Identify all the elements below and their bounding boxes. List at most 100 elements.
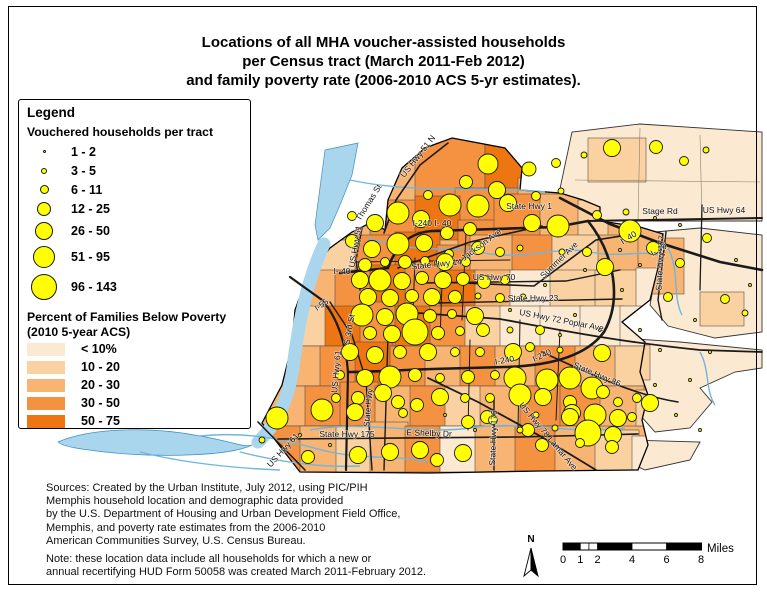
legend-size-label: 12 - 25 [71,202,110,216]
voucher-circle [653,383,657,387]
voucher-circle [301,450,315,464]
voucher-circle [331,393,341,403]
census-tract [539,305,585,347]
voucher-circle [485,393,495,403]
voucher-circle [748,283,752,287]
voucher-circle [411,441,429,459]
voucher-circle [328,443,332,447]
source-line: Memphis household location and demograph… [46,495,344,508]
road-label: State Hwy 176 [487,410,499,466]
voucher-circle [374,384,392,402]
legend-title: Legend [27,105,76,120]
voucher-circle [393,272,411,290]
voucher-circle [423,309,437,323]
voucher-circle [720,294,730,304]
road-label: State Hwy 1 [506,201,552,211]
census-tract [549,269,599,309]
voucher-circle [583,268,587,272]
voucher-circle [516,426,524,434]
voucher-circle [543,283,547,287]
voucher-circle [341,343,359,361]
voucher-circles [258,139,752,467]
legend-poverty-title-line1: Percent of Families Below Poverty [27,310,227,324]
voucher-circle [658,348,662,352]
voucher-circle [461,370,475,384]
voucher-circle [423,288,441,306]
scale-tick-label: 2 [594,554,600,566]
source-line: Memphis, and poverty rate estimates from… [46,521,326,534]
poverty-color-swatch [27,342,65,356]
voucher-circle [580,151,588,159]
north-arrow-label: N [527,534,534,545]
road-label: State Hwy [361,387,374,427]
road-label: US Hwy 61 [329,350,343,393]
voucher-circle [627,412,637,422]
city-boundary [261,137,664,474]
voucher-circle [412,210,430,228]
poverty-color-swatch [27,414,65,428]
voucher-circle [459,175,473,189]
voucher-circle [408,368,422,382]
legend-size-label: 3 - 5 [71,163,97,178]
legend-size-label: 1 - 2 [71,144,97,159]
voucher-circle [455,326,465,336]
voucher-circle [532,411,540,419]
voucher-circle [265,406,289,430]
source-line: by the U.S. Department of Housing and Ur… [46,508,401,521]
voucher-circle [258,436,266,444]
map-title: Locations of all MHA voucher-assisted ho… [30,33,737,90]
voucher-circle [358,258,372,272]
voucher-circle [618,219,642,243]
voucher-circle [349,446,367,464]
legend-size-label: 6 - 11 [71,182,103,197]
voucher-circle [438,193,462,217]
voucher-circle-symbol [27,150,61,153]
voucher-circle [561,408,579,426]
voucher-circle [596,258,614,276]
voucher-circle [415,234,433,252]
voucher-circle [551,424,559,432]
voucher-circle [663,292,673,302]
voucher-circle [516,244,524,252]
voucher-circle [398,255,412,269]
voucher-circle [431,388,449,406]
voucher-circle [448,290,462,304]
voucher-circle [622,208,630,216]
legend-poverty-row: 50 - 75 [27,412,242,430]
voucher-circle [708,350,712,354]
poverty-color-swatch [27,378,65,392]
road-label: State Hwy 175 [319,429,375,439]
voucher-circle [351,271,369,289]
road-label: Stage Rd [642,206,678,216]
voucher-circle [381,289,399,307]
voucher-circle [488,181,506,199]
legend-size-row: 1 - 2 [27,142,242,161]
poverty-color-swatch [27,360,65,374]
voucher-circle [368,268,392,292]
voucher-circle [535,438,549,452]
voucher-circle [688,378,692,382]
poverty-color-swatch [27,396,65,410]
voucher-circle [698,428,702,432]
voucher-circle [525,342,535,352]
voucher-circle [535,325,545,335]
voucher-circle [434,271,452,289]
legend-size-row: 12 - 25 [27,199,242,219]
voucher-circle [653,216,657,220]
road-label: State Hwy 177 [654,235,667,291]
voucher-circle [573,313,577,317]
voucher-circle [359,288,377,306]
legend-size-label: 26 - 50 [71,224,110,238]
legend-poverty-title-line2: (2010 5-year ACS) [27,325,131,339]
voucher-circle [693,318,697,322]
voucher-circle [410,398,424,412]
voucher-circle [557,187,565,195]
voucher-circle [398,408,408,418]
road-label: I-240 I- 40 [413,218,452,228]
voucher-circle [350,303,374,327]
voucher-circle [506,326,514,334]
source-line: American Communities Survey, U.S. Census… [46,534,306,547]
voucher-circle [531,191,541,201]
voucher-circle-symbol [27,185,61,194]
